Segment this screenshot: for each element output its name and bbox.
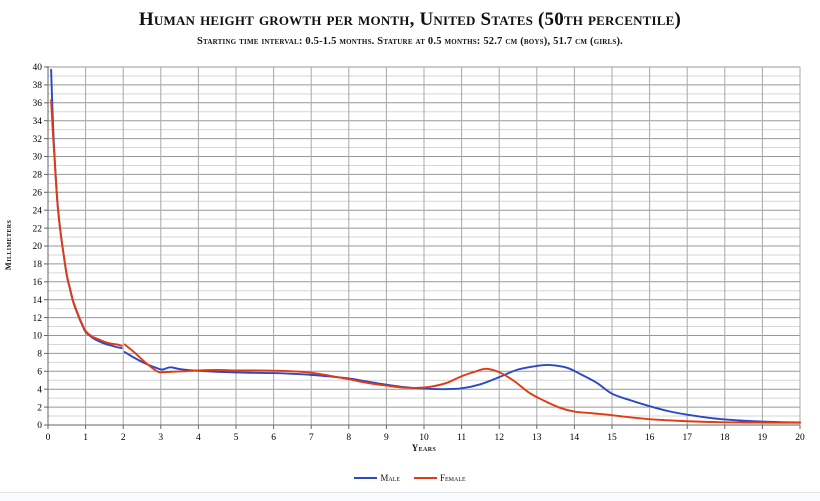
female-line-swatch-icon [414, 477, 437, 479]
svg-text:38: 38 [33, 81, 43, 91]
svg-text:16: 16 [33, 278, 43, 288]
svg-text:16: 16 [645, 433, 655, 443]
svg-text:4: 4 [37, 385, 42, 395]
svg-text:36: 36 [33, 99, 43, 109]
svg-text:40: 40 [33, 63, 43, 73]
svg-text:5: 5 [234, 433, 239, 443]
svg-text:8: 8 [346, 433, 351, 443]
chart-subtitle: Starting time interval: 0.5-1.5 months. … [196, 36, 624, 47]
svg-text:24: 24 [33, 206, 43, 216]
svg-text:34: 34 [33, 117, 43, 127]
svg-text:1: 1 [83, 433, 88, 443]
svg-text:8: 8 [37, 350, 42, 360]
svg-text:13: 13 [532, 433, 542, 443]
x-axis-label: Years [411, 443, 437, 453]
svg-text:9: 9 [384, 433, 389, 443]
legend-label-male: Male [380, 473, 400, 483]
svg-text:6: 6 [37, 368, 42, 378]
svg-text:18: 18 [33, 260, 43, 270]
svg-text:28: 28 [33, 171, 43, 181]
svg-text:20: 20 [795, 433, 805, 443]
legend-item-male: Male [354, 473, 400, 483]
legend-item-female: Female [414, 473, 466, 483]
svg-text:10: 10 [33, 332, 43, 342]
legend-label-female: Female [440, 473, 466, 483]
svg-text:3: 3 [158, 433, 163, 443]
svg-text:14: 14 [570, 433, 580, 443]
chart-title: Human height growth per month, United St… [138, 9, 682, 30]
svg-text:2: 2 [121, 433, 126, 443]
svg-text:19: 19 [758, 433, 768, 443]
svg-text:20: 20 [33, 242, 43, 252]
svg-text:18: 18 [720, 433, 730, 443]
svg-text:26: 26 [33, 189, 43, 199]
svg-text:32: 32 [33, 135, 43, 145]
svg-text:22: 22 [33, 224, 43, 234]
svg-text:0: 0 [37, 421, 42, 431]
svg-text:12: 12 [33, 314, 43, 324]
svg-text:10: 10 [419, 433, 429, 443]
y-axis-label: Millimeters [3, 219, 13, 271]
svg-text:15: 15 [607, 433, 617, 443]
svg-text:7: 7 [309, 433, 314, 443]
svg-text:0: 0 [46, 433, 51, 443]
svg-text:14: 14 [33, 296, 43, 306]
svg-text:11: 11 [457, 433, 466, 443]
svg-text:6: 6 [271, 433, 276, 443]
bottom-divider [0, 492, 820, 493]
svg-text:4: 4 [196, 433, 201, 443]
bottom-strip [0, 493, 820, 501]
male-line-swatch-icon [354, 477, 378, 479]
svg-text:2: 2 [37, 403, 42, 413]
svg-text:30: 30 [33, 153, 43, 163]
svg-text:12: 12 [494, 433, 504, 443]
legend: Male Female [0, 473, 820, 483]
svg-text:17: 17 [682, 433, 692, 443]
